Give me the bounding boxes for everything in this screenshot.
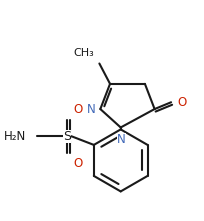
Text: O: O — [73, 103, 82, 116]
Text: S: S — [63, 130, 71, 143]
Text: CH₃: CH₃ — [73, 48, 94, 58]
Text: N: N — [117, 133, 125, 146]
Text: O: O — [73, 156, 82, 170]
Text: H₂N: H₂N — [3, 130, 26, 143]
Text: N: N — [86, 103, 95, 116]
Text: O: O — [177, 96, 186, 109]
